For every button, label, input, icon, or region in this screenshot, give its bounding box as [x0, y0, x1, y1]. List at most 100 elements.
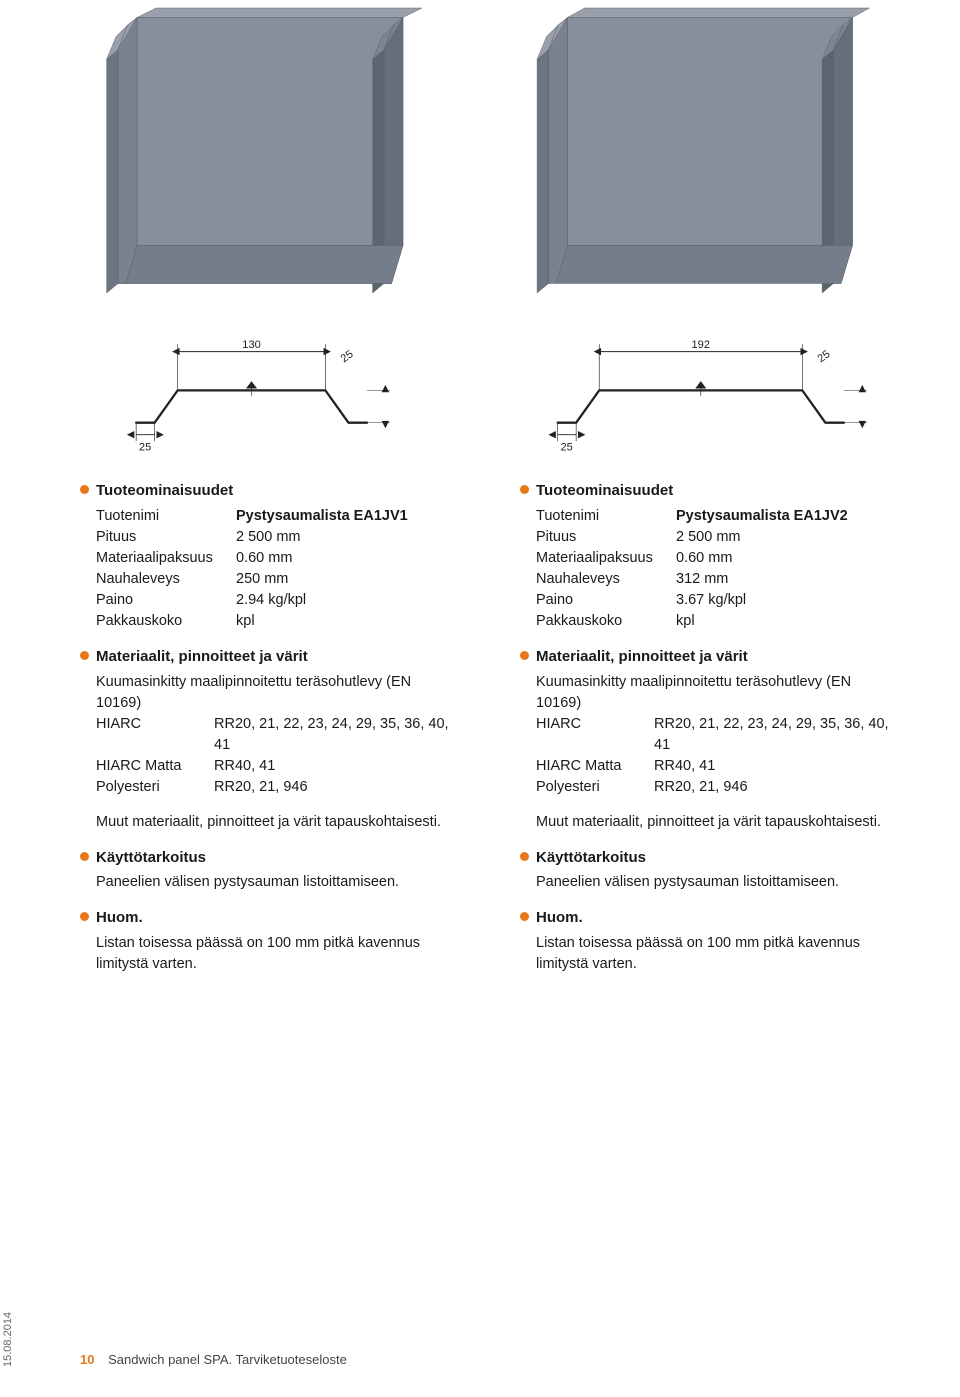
- spec-val: 0.60 mm: [236, 548, 292, 569]
- dim-flange-left-right: 25: [560, 441, 572, 453]
- mats-section-left: Materiaalit, pinnoitteet ja värit Kuumas…: [80, 646, 460, 798]
- huom-title-left: Huom.: [80, 907, 460, 929]
- spec-row: TuotenimiPystysaumalista EA1JV1: [80, 506, 460, 527]
- left-illustration-col: 130 25 25: [80, 0, 460, 460]
- content-columns: Tuoteominaisuudet TuotenimiPystysaumalis…: [80, 480, 900, 989]
- panel-3d-right: [520, 0, 900, 320]
- spec-val: Pystysaumalista EA1JV1: [236, 506, 408, 527]
- illustration-row: 130 25 25: [80, 0, 900, 460]
- dim-width-right: 192: [692, 339, 710, 351]
- spec-row: Nauhaleveys312 mm: [520, 569, 900, 590]
- spec-val: 250 mm: [236, 569, 288, 590]
- mat-val: RR20, 21, 22, 23, 24, 29, 35, 36, 40, 41: [654, 714, 900, 756]
- right-illustration-col: 192 25 25: [520, 0, 900, 460]
- spec-row: Materiaalipaksuus0.60 mm: [520, 548, 900, 569]
- spec-row: Nauhaleveys250 mm: [80, 569, 460, 590]
- dim-flange-left-left: 25: [139, 441, 151, 453]
- spec-key: Tuotenimi: [96, 506, 236, 527]
- mat-key: HIARC Matta: [536, 756, 654, 777]
- spec-key: Paino: [536, 590, 676, 611]
- mats-note-left: Muut materiaalit, pinnoitteet ja värit t…: [80, 812, 460, 833]
- mat-val: RR20, 21, 22, 23, 24, 29, 35, 36, 40, 41: [214, 714, 460, 756]
- dim-flange-right-right: 25: [816, 348, 833, 365]
- spec-key: Pakkauskoko: [536, 611, 676, 632]
- spec-val: 3.67 kg/kpl: [676, 590, 746, 611]
- spec-val: 2 500 mm: [676, 527, 740, 548]
- mats-intro-right: Kuumasinkitty maalipinnoitettu teräsohut…: [520, 672, 900, 714]
- footer: 10 Sandwich panel SPA. Tarviketuoteselos…: [80, 1352, 347, 1367]
- dim-flange-right-left: 25: [339, 348, 356, 365]
- spec-key: Pituus: [96, 527, 236, 548]
- spec-row: TuotenimiPystysaumalista EA1JV2: [520, 506, 900, 527]
- spec-key: Paino: [96, 590, 236, 611]
- use-section-left: Käyttötarkoitus Paneelien välisen pystys…: [80, 847, 460, 894]
- dim-width-left: 130: [242, 339, 260, 351]
- spec-val: 0.60 mm: [676, 548, 732, 569]
- spec-row: Pakkauskokokpl: [80, 611, 460, 632]
- profile-left: 130 25 25: [80, 335, 460, 455]
- mat-val: RR20, 21, 946: [654, 777, 900, 798]
- spec-val: kpl: [676, 611, 695, 632]
- spec-key: Nauhaleveys: [96, 569, 236, 590]
- spec-key: Materiaalipaksuus: [536, 548, 676, 569]
- use-section-right: Käyttötarkoitus Paneelien välisen pystys…: [520, 847, 900, 894]
- spec-key: Pakkauskoko: [96, 611, 236, 632]
- spec-row: Materiaalipaksuus0.60 mm: [80, 548, 460, 569]
- huom-text-left: Listan toisessa päässä on 100 mm pitkä k…: [80, 933, 460, 975]
- huom-text-right: Listan toisessa päässä on 100 mm pitkä k…: [520, 933, 900, 975]
- mat-key: Polyesteri: [96, 777, 214, 798]
- footer-title: Sandwich panel SPA. Tarviketuoteseloste: [108, 1352, 347, 1367]
- mat-val: RR40, 41: [654, 756, 900, 777]
- mat-row: HIARCRR20, 21, 22, 23, 24, 29, 35, 36, 4…: [520, 714, 900, 756]
- page: 130 25 25: [0, 0, 960, 1397]
- spec-key: Tuotenimi: [536, 506, 676, 527]
- page-number: 10: [80, 1352, 94, 1367]
- mat-val: RR20, 21, 946: [214, 777, 460, 798]
- specs-title-right: Tuoteominaisuudet: [520, 480, 900, 502]
- spec-row: Paino2.94 kg/kpl: [80, 590, 460, 611]
- use-text-right: Paneelien välisen pystysauman listoittam…: [520, 872, 900, 893]
- side-date: 15.08.2014: [2, 1312, 14, 1367]
- left-column: Tuoteominaisuudet TuotenimiPystysaumalis…: [80, 480, 460, 989]
- spec-val: 312 mm: [676, 569, 728, 590]
- use-title-right: Käyttötarkoitus: [520, 847, 900, 869]
- mats-intro-left: Kuumasinkitty maalipinnoitettu teräsohut…: [80, 672, 460, 714]
- mat-row: HIARC MattaRR40, 41: [520, 756, 900, 777]
- mats-list-left: HIARCRR20, 21, 22, 23, 24, 29, 35, 36, 4…: [80, 714, 460, 798]
- mat-key: Polyesteri: [536, 777, 654, 798]
- huom-section-right: Huom. Listan toisessa päässä on 100 mm p…: [520, 907, 900, 975]
- mat-val: RR40, 41: [214, 756, 460, 777]
- spec-val: kpl: [236, 611, 255, 632]
- mats-list-right: HIARCRR20, 21, 22, 23, 24, 29, 35, 36, 4…: [520, 714, 900, 798]
- mat-key: HIARC Matta: [96, 756, 214, 777]
- spec-key: Pituus: [536, 527, 676, 548]
- huom-section-left: Huom. Listan toisessa päässä on 100 mm p…: [80, 907, 460, 975]
- mat-row: PolyesteriRR20, 21, 946: [80, 777, 460, 798]
- spec-val: 2 500 mm: [236, 527, 300, 548]
- mats-note-right: Muut materiaalit, pinnoitteet ja värit t…: [520, 812, 900, 833]
- panel-3d-left: [80, 0, 460, 320]
- mat-key: HIARC: [96, 714, 214, 756]
- use-text-left: Paneelien välisen pystysauman listoittam…: [80, 872, 460, 893]
- mat-row: HIARCRR20, 21, 22, 23, 24, 29, 35, 36, 4…: [80, 714, 460, 756]
- spec-val: Pystysaumalista EA1JV2: [676, 506, 848, 527]
- mat-key: HIARC: [536, 714, 654, 756]
- specs-title-left: Tuoteominaisuudet: [80, 480, 460, 502]
- spec-key: Nauhaleveys: [536, 569, 676, 590]
- right-column: Tuoteominaisuudet TuotenimiPystysaumalis…: [520, 480, 900, 989]
- spec-key: Materiaalipaksuus: [96, 548, 236, 569]
- spec-row: Paino3.67 kg/kpl: [520, 590, 900, 611]
- huom-title-right: Huom.: [520, 907, 900, 929]
- specs-list-right: TuotenimiPystysaumalista EA1JV2Pituus2 5…: [520, 506, 900, 632]
- use-title-left: Käyttötarkoitus: [80, 847, 460, 869]
- specs-list-left: TuotenimiPystysaumalista EA1JV1Pituus2 5…: [80, 506, 460, 632]
- specs-section-left: Tuoteominaisuudet TuotenimiPystysaumalis…: [80, 480, 460, 632]
- specs-section-right: Tuoteominaisuudet TuotenimiPystysaumalis…: [520, 480, 900, 632]
- spec-row: Pituus2 500 mm: [80, 527, 460, 548]
- spec-row: Pituus2 500 mm: [520, 527, 900, 548]
- mats-title-left: Materiaalit, pinnoitteet ja värit: [80, 646, 460, 668]
- spec-val: 2.94 kg/kpl: [236, 590, 306, 611]
- mat-row: HIARC MattaRR40, 41: [80, 756, 460, 777]
- mat-row: PolyesteriRR20, 21, 946: [520, 777, 900, 798]
- profile-right: 192 25 25: [520, 335, 900, 455]
